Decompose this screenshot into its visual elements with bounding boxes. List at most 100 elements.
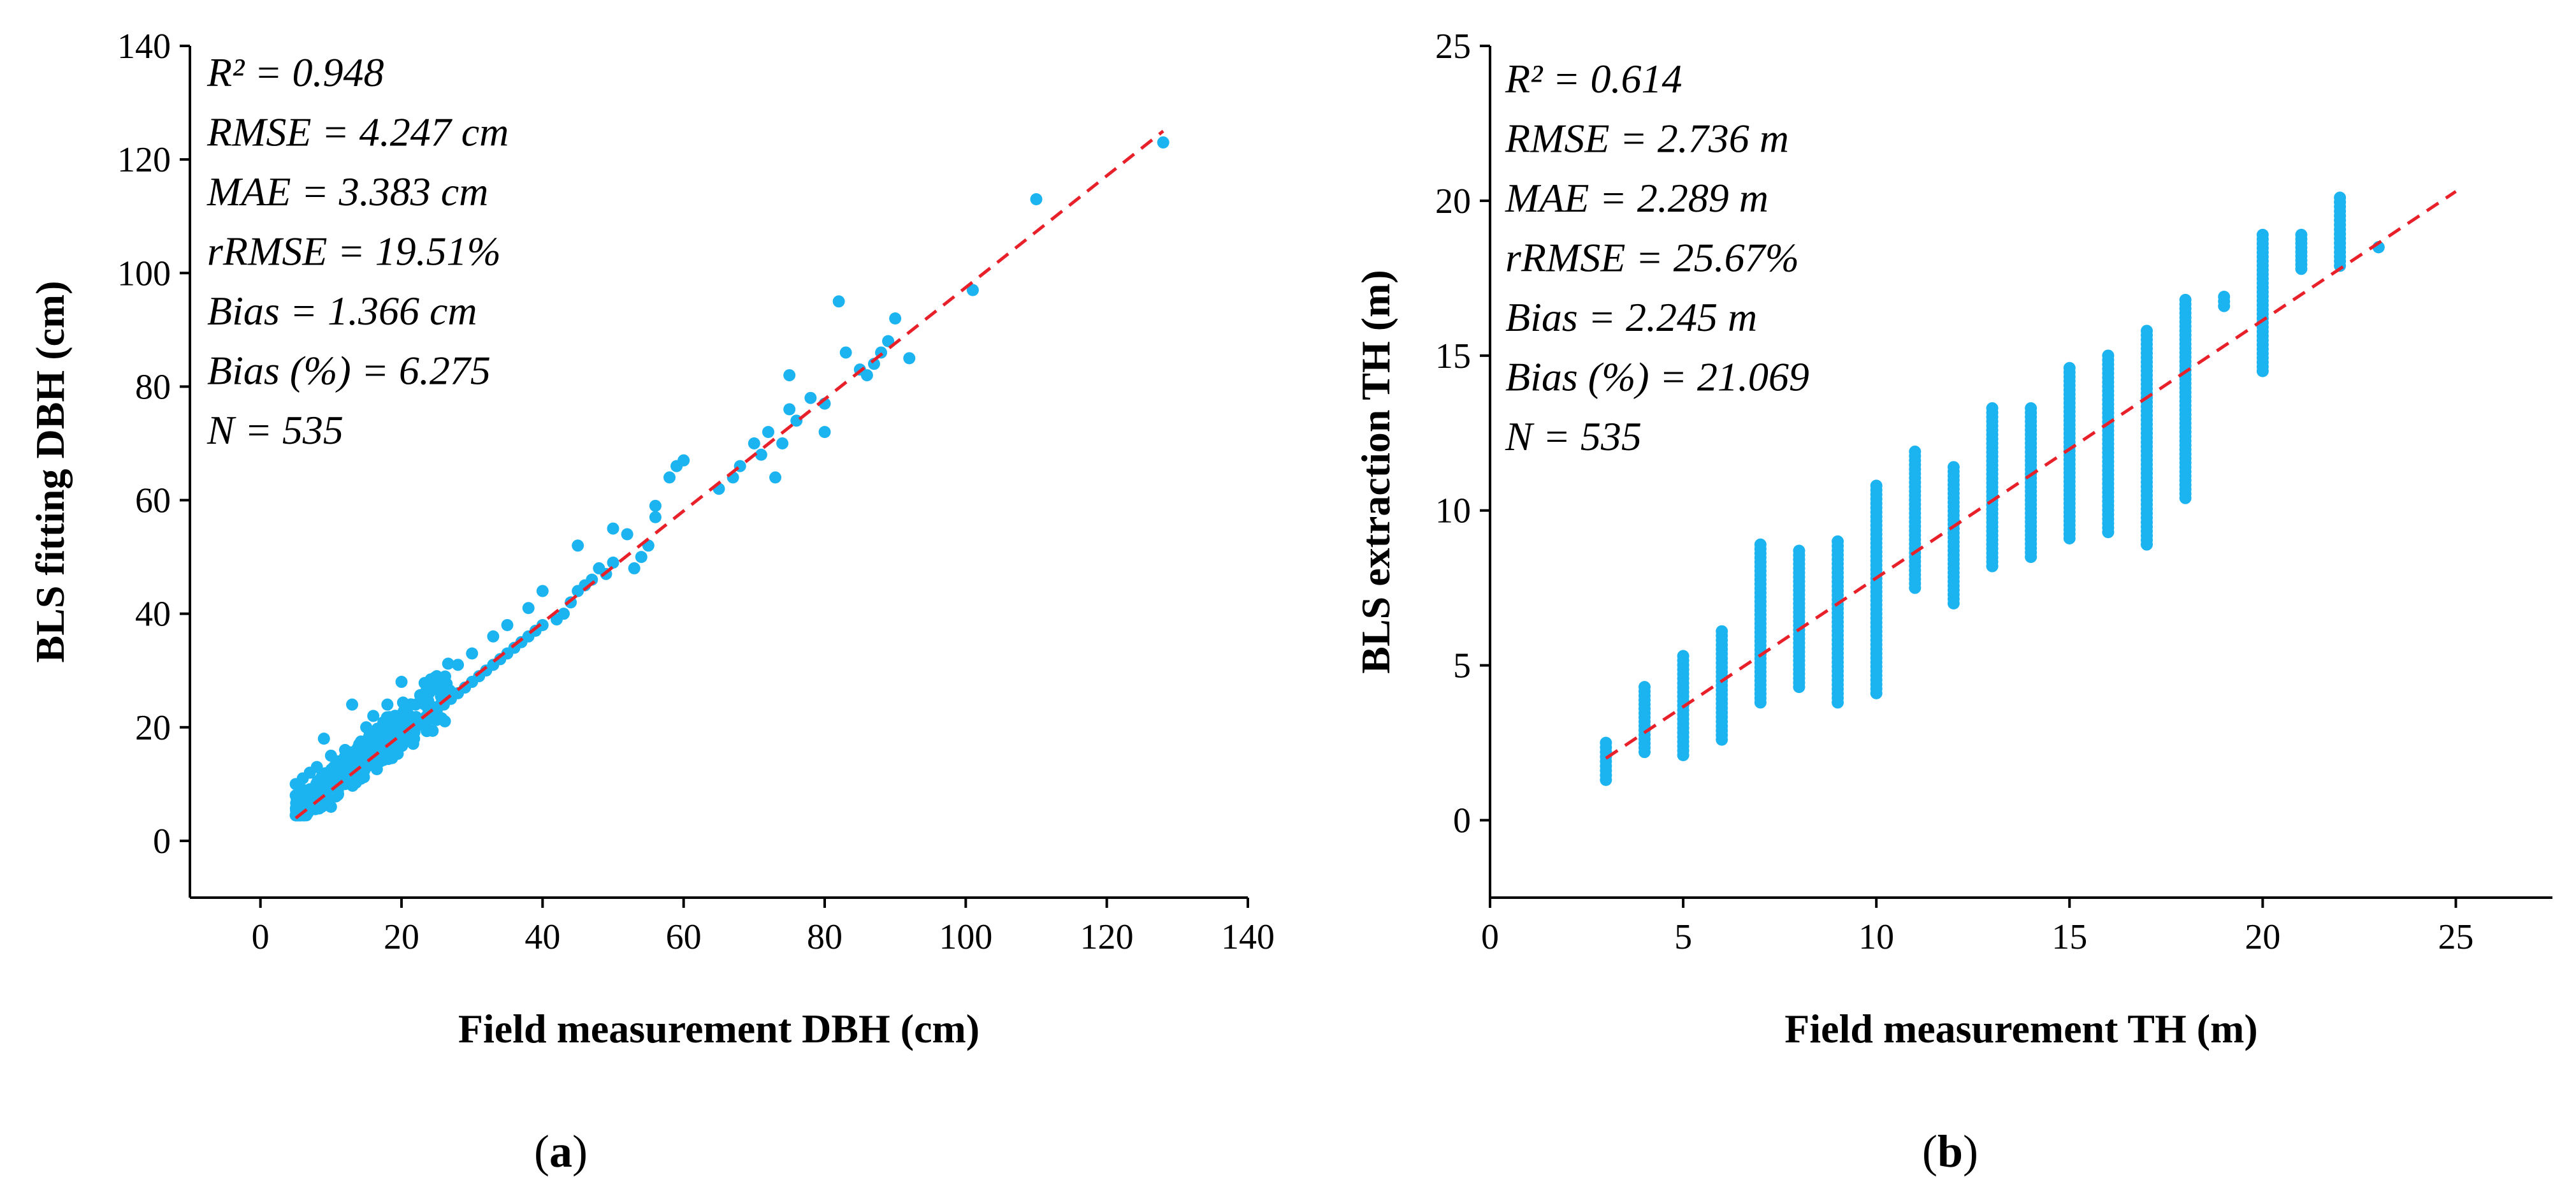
data-point [340,757,353,770]
data-point [1716,625,1728,638]
stat-line: MAE = 2.289 m [1505,175,1769,221]
x-tick-label: 15 [2051,917,2087,957]
stat-line: MAE = 3.383 cm [206,169,488,214]
y-tick-label: 0 [1453,801,1471,841]
x-tick-label: 5 [1674,917,1692,957]
stat-line: R² = 0.948 [206,50,384,95]
data-point [663,471,676,484]
y-tick-label: 5 [1453,646,1471,686]
data-point [440,678,452,691]
x-tick-label: 25 [2438,917,2473,957]
fit-line [1605,190,2457,760]
x-tick-label: 40 [525,917,560,957]
data-point [1793,544,1805,557]
data-point [1600,736,1612,749]
data-point [387,749,400,762]
stat-line: R² = 0.614 [1505,56,1682,101]
data-point [329,761,342,773]
data-point [769,471,782,484]
data-point [466,647,479,660]
stat-line: N = 535 [1505,414,1642,459]
y-tick-label: 15 [1435,337,1471,376]
y-tick-label: 140 [117,27,171,66]
x-tick-label: 0 [1481,917,1499,957]
data-point [755,448,767,461]
data-point [832,295,845,308]
y-axis-label: BLS extraction TH (m) [1353,270,1398,673]
data-point [839,346,852,359]
data-point [635,551,648,564]
data-point [379,725,391,738]
data-point [572,539,584,552]
data-point [442,657,454,670]
data-point [346,698,359,711]
data-point [367,710,380,722]
data-point [1157,136,1169,149]
y-tick-label: 25 [1435,27,1471,66]
stat-line: Bias = 1.366 cm [207,288,477,333]
data-point [748,437,760,449]
data-point [355,738,368,751]
data-point [860,369,873,382]
data-point [2102,349,2115,362]
data-point [435,712,447,725]
panel-label: (b) [1922,1126,1978,1177]
data-point [408,726,421,738]
x-tick-label: 120 [1080,917,1134,957]
data-point [762,426,774,439]
data-point [2179,293,2192,306]
data-point [1909,445,1921,458]
panel-label: (a) [534,1126,588,1177]
data-point [426,724,439,737]
y-tick-label: 10 [1435,492,1471,531]
data-point [2334,191,2347,204]
data-point [1986,402,1999,414]
data-point [310,761,323,773]
data-point [677,454,690,467]
data-point [1638,681,1651,694]
data-point [536,585,549,597]
data-point [403,713,416,726]
stat-line: N = 535 [206,407,344,453]
data-point [2141,325,2153,337]
data-point [1870,479,1883,492]
data-point [621,528,633,541]
data-point [804,391,817,404]
x-tick-label: 0 [252,917,270,957]
x-axis-label: Field measurement TH (m) [1784,1006,2257,1051]
stat-line: Bias (%) = 21.069 [1505,354,1809,400]
fit-line [294,129,1164,820]
x-tick-label: 20 [384,917,419,957]
x-tick-label: 20 [2245,917,2280,957]
data-point [398,703,411,715]
data-point [1754,538,1767,551]
stat-line: Bias (%) = 6.275 [207,348,491,393]
stat-line: Bias = 2.245 m [1505,295,1757,340]
data-point [340,748,353,761]
data-point [1030,193,1043,205]
data-point [308,788,321,801]
y-tick-label: 120 [117,140,171,180]
stat-line: rRMSE = 19.51% [207,229,501,274]
x-tick-label: 10 [1858,917,1894,957]
data-point [818,426,831,439]
y-tick-label: 20 [135,708,171,748]
data-point [344,775,357,787]
data-point [2256,228,2269,241]
data-point [381,698,394,711]
data-point [420,689,433,702]
data-point [501,618,514,631]
data-point [423,677,436,690]
data-point [395,676,408,689]
data-point [359,754,372,767]
x-tick-label: 140 [1221,917,1275,957]
x-tick-label: 100 [939,917,992,957]
y-tick-label: 0 [153,822,171,861]
data-point [607,522,619,535]
y-tick-label: 40 [135,595,171,634]
data-point [649,511,662,523]
data-point [628,562,640,574]
data-point [783,403,796,416]
data-point [776,437,789,449]
